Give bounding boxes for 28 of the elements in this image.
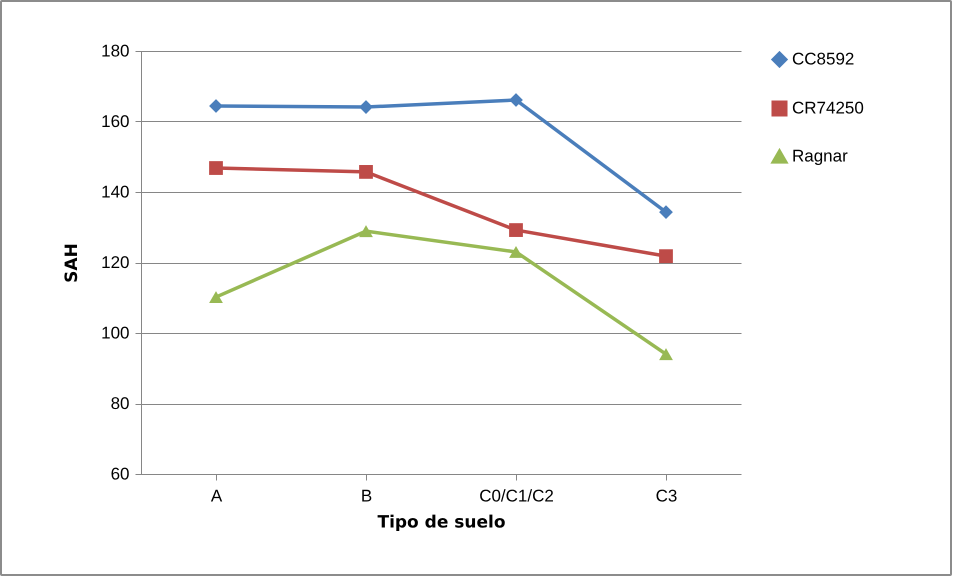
point [509, 223, 523, 237]
point [659, 205, 673, 219]
point [209, 99, 223, 113]
point [209, 291, 223, 304]
point [659, 348, 673, 360]
x-tick-label: A [210, 486, 223, 506]
y-tick-label: 120 [101, 253, 130, 272]
point [509, 246, 523, 258]
legend-label: Ragnar [792, 146, 848, 166]
y-tick-label: 180 [101, 42, 130, 60]
x-tick-label: C0/C1/C2 [479, 486, 554, 506]
legend-label: CR74250 [792, 98, 864, 118]
point [209, 161, 223, 175]
point [359, 100, 373, 114]
point [359, 225, 373, 238]
x-tick-label: B [360, 486, 372, 506]
y-tick-label: 160 [101, 112, 130, 131]
x-axis-title: Tipo de suelo [377, 512, 506, 532]
legend-label: CC8592 [792, 50, 854, 68]
y-axis-title: SAH [62, 243, 82, 283]
point [359, 165, 373, 179]
point [659, 249, 673, 264]
y-tick-label: 100 [101, 324, 130, 342]
y-tick-label: 140 [101, 182, 130, 202]
x-tick-label: C3 [656, 486, 678, 506]
point [509, 93, 523, 107]
y-tick-label: 60 [110, 464, 130, 484]
y-tick-label: 80 [110, 394, 130, 413]
